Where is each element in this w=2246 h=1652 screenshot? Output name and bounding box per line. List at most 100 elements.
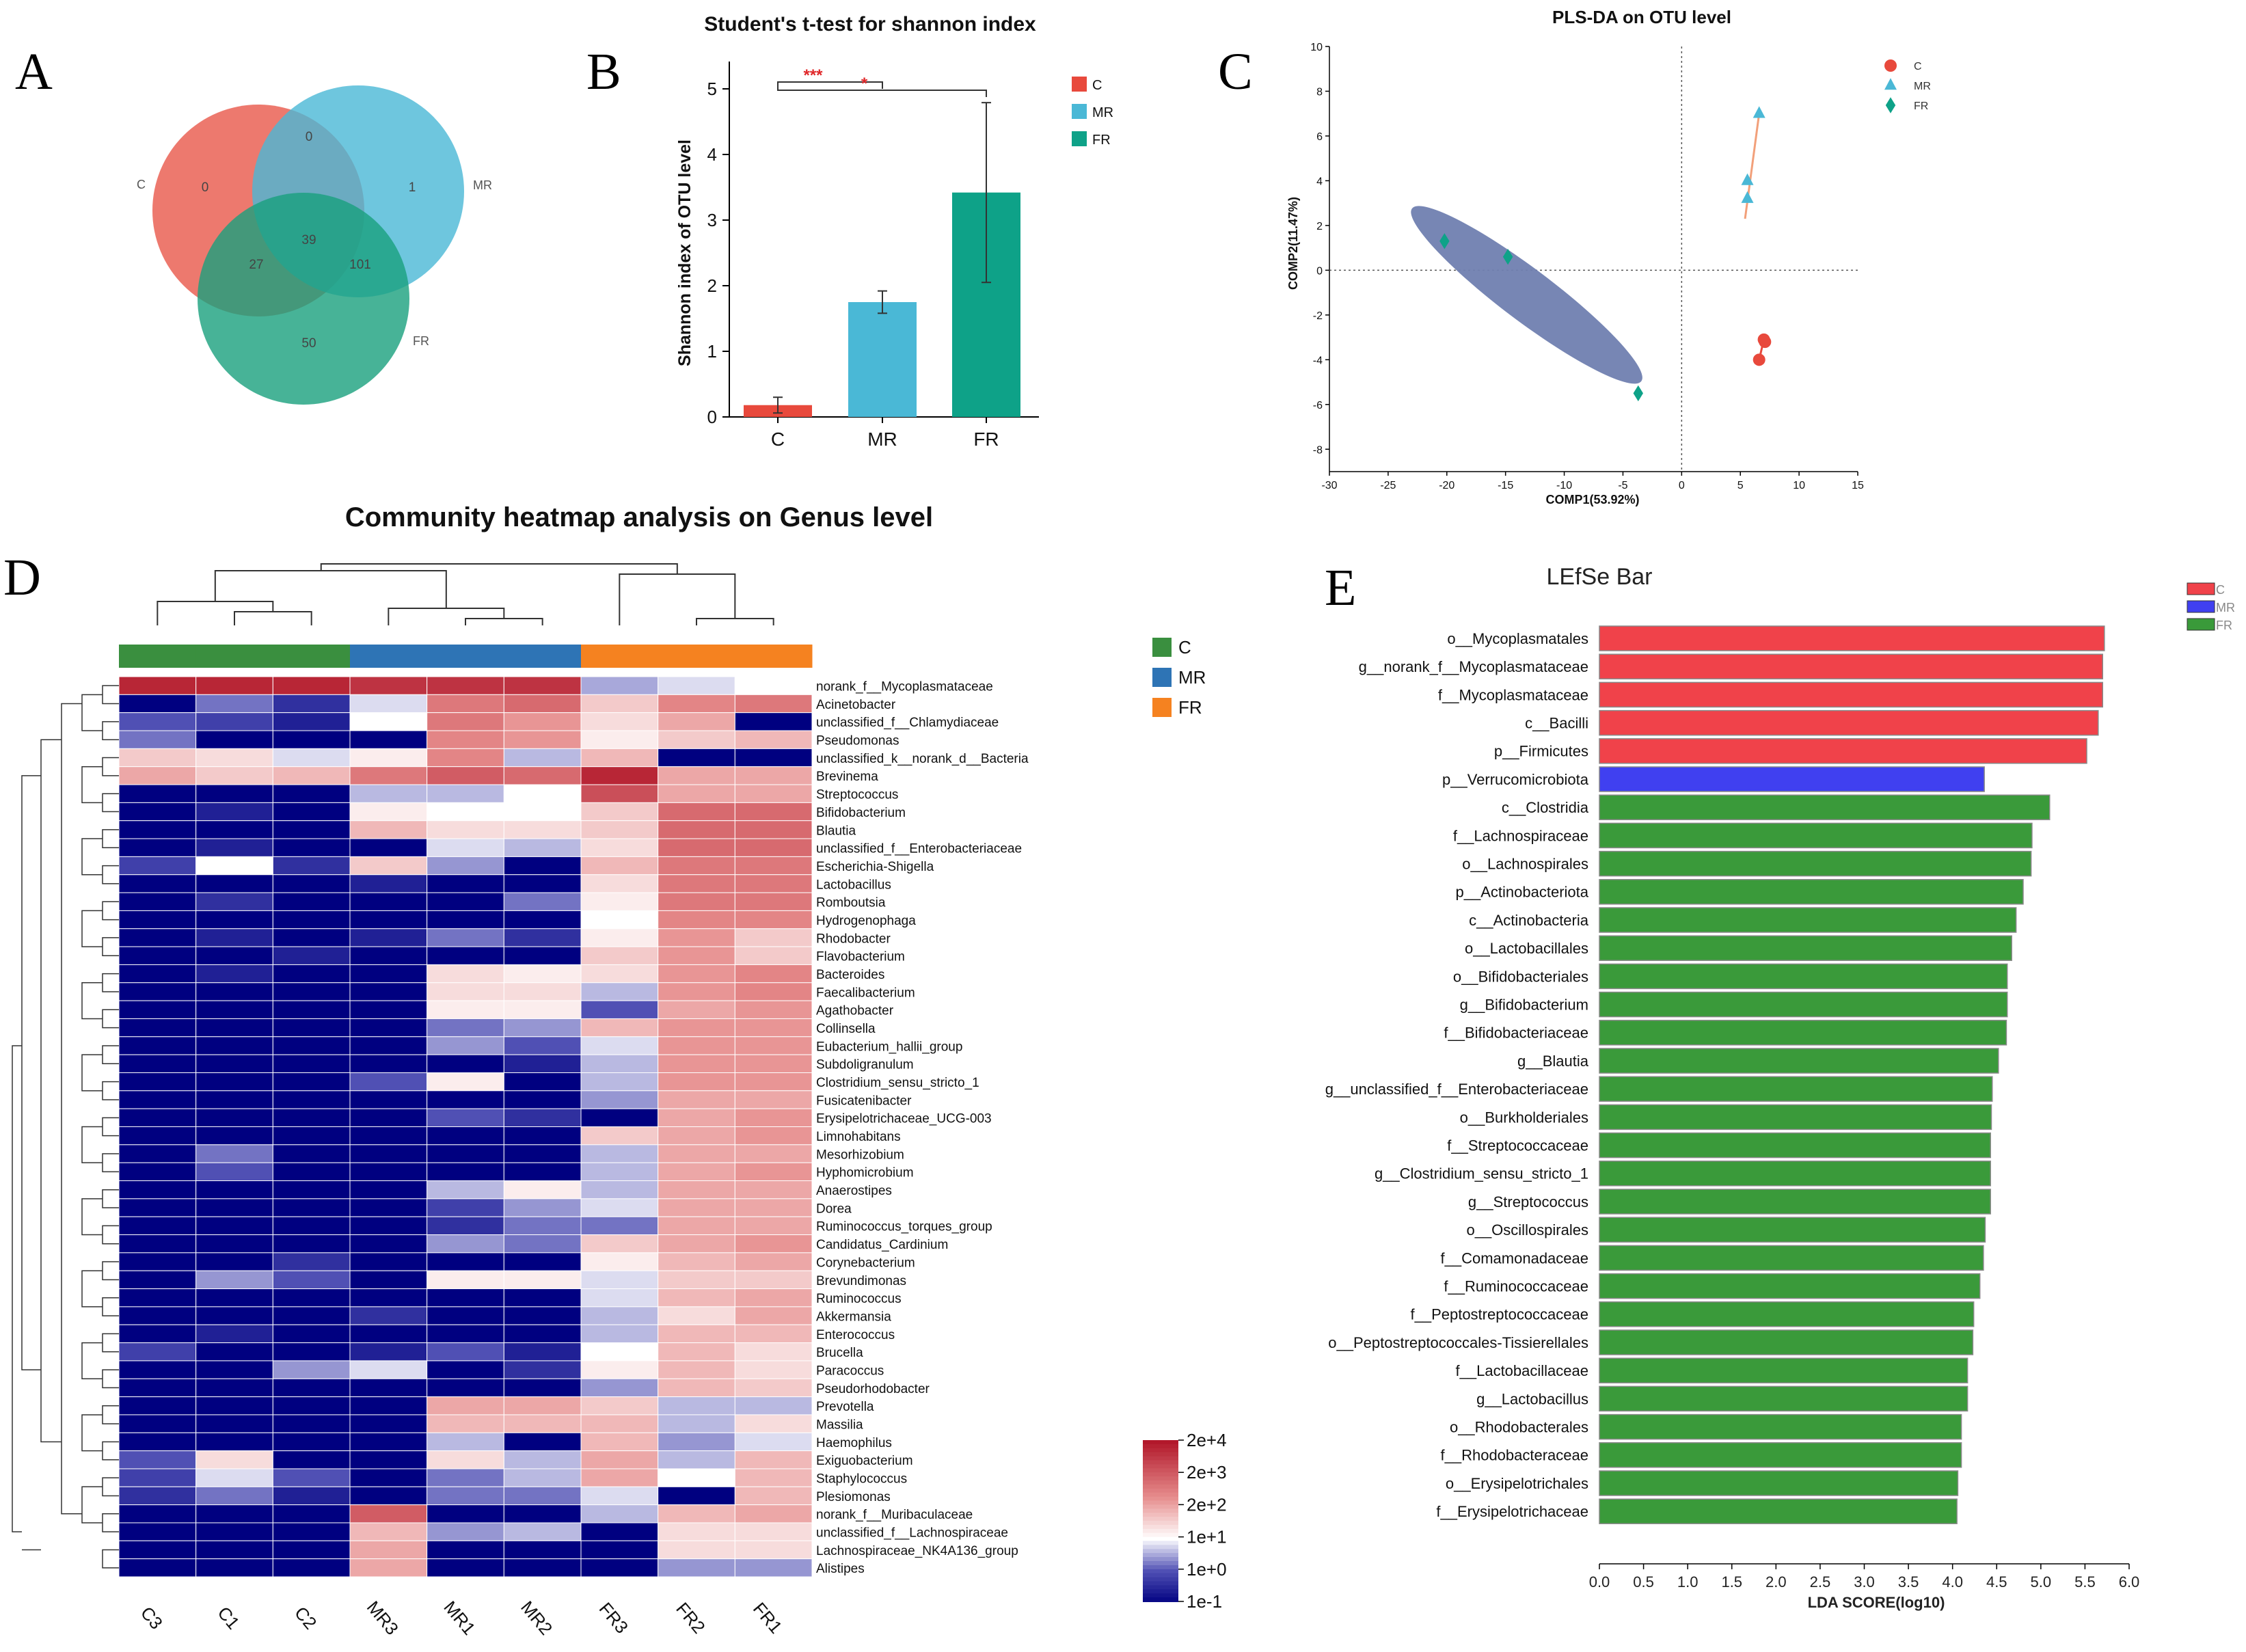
heatmap-row-dendrogram [102,685,119,705]
lefse-bar [1599,1470,1959,1496]
heatmap-cell [349,1054,428,1073]
heatmap-cell [272,1396,351,1416]
heatmap-cell [503,946,582,965]
shannon-y-tick-label: 1 [707,341,717,362]
plsda-x-tick-label: -25 [1380,480,1396,491]
heatmap-cell [349,730,428,749]
heatmap-cell [580,1198,659,1217]
heatmap-colorbar-band [1143,1524,1178,1530]
heatmap-cell [580,982,659,1001]
heatmap-row-dendrogram [102,1009,119,1029]
lefse-legend-label: FR [2216,619,2232,632]
panel-label-c: C [1218,43,1253,100]
heatmap-cell [195,1216,273,1236]
heatmap-cell [195,1180,273,1200]
heatmap-group-bar [735,645,813,668]
heatmap-cell [118,1072,197,1092]
heatmap-cell [118,676,197,695]
heatmap-cell [195,1360,273,1379]
lefse-bar [1599,850,2032,877]
plsda-x-tick-label: 0 [1679,480,1685,491]
heatmap-cell [734,1270,813,1290]
heatmap-cell [427,1126,504,1146]
heatmap-cell [349,1198,428,1217]
heatmap-cell [734,1306,813,1325]
heatmap-cell [272,1108,351,1128]
heatmap-cell [195,1108,273,1128]
heatmap-cell [658,1162,735,1182]
plsda-y-tick-label: -6 [1313,400,1323,411]
lefse-bar-label: c__Bacilli [1525,715,1588,732]
heatmap-cell [349,1126,428,1146]
heatmap-colorbar-band [1143,1561,1178,1566]
heatmap-cell [427,874,504,893]
heatmap-cell [195,1540,273,1560]
heatmap-row-label: Fusicatenibacter [816,1094,912,1108]
heatmap-cell [118,766,197,785]
heatmap-title: Community heatmap analysis on Genus leve… [345,502,933,532]
heatmap-column-dendrogram [696,618,774,625]
heatmap-cell [658,1558,735,1577]
heatmap-cell [503,802,582,822]
heatmap-cell [580,1036,659,1055]
heatmap-row-dendrogram [102,1297,119,1316]
heatmap-cell [349,1432,428,1452]
heatmap-cell [349,1216,428,1236]
heatmap-cell [658,1324,735,1344]
lefse-bar [1599,709,2099,736]
heatmap-colorbar-band [1143,1460,1178,1465]
heatmap-column-label: C2 [290,1603,321,1634]
plsda-x-tick-label: -20 [1439,480,1455,491]
heatmap-cell [427,1072,504,1092]
heatmap-row-dendrogram [102,1045,119,1065]
heatmap-cell [349,1378,428,1398]
heatmap-cell [734,1090,813,1109]
lefse-x-tick-label: 4.5 [1986,1573,2007,1590]
heatmap-cell [734,1162,813,1182]
heatmap-cell [658,1216,735,1236]
heatmap-row-label: Lachnospiraceae_NK4A136_group [816,1544,1018,1558]
heatmap-cell [118,874,197,893]
heatmap-row-dendrogram [102,1549,119,1569]
heatmap-cell [349,1540,428,1560]
heatmap-cell [503,712,582,731]
heatmap-cell [658,1504,735,1524]
heatmap-row-label: Agathobacter [816,1004,894,1018]
heatmap-cell [658,1126,735,1146]
heatmap-cell [195,802,273,822]
heatmap-group-legend-swatch [1152,698,1172,717]
heatmap-cell [580,1306,659,1325]
heatmap-cell [118,1162,197,1182]
heatmap-column-label: MR2 [517,1597,556,1638]
heatmap-cell [195,1288,273,1308]
lefse-bar-label: f__Bifidobacteriaceae [1444,1025,1588,1042]
heatmap-cell [503,1432,582,1452]
lefse-bar-label: f__Peptostreptococcaceae [1410,1306,1588,1323]
heatmap-cell [349,694,428,714]
heatmap-cell [349,1036,428,1055]
plsda-point-c [1753,353,1765,366]
heatmap-row-dendrogram [102,901,119,921]
heatmap-cell [503,1198,582,1217]
heatmap-cell [427,1522,504,1541]
heatmap-cell [272,1504,351,1524]
lefse-bar [1599,1048,1999,1074]
heatmap-cell [658,856,735,876]
heatmap-cell [503,676,582,695]
plsda-point-fr [1633,385,1643,402]
heatmap-cell [580,1288,659,1308]
heatmap-row-label: Brevinema [816,770,878,784]
plsda-scatter: PLS-DA on OTU level COMP1(53.92%) COMP2(… [1286,7,1931,506]
heatmap-cell [580,838,659,857]
heatmap-cell [349,838,428,857]
heatmap-cell [349,802,428,822]
heatmap-cell [580,784,659,803]
shannon-y-tick-label: 3 [707,210,717,230]
heatmap-row-label: Exiguobacterium [816,1454,913,1468]
heatmap-cell [118,1324,197,1344]
shannon-legend-swatch [1072,131,1087,146]
heatmap-cell [734,766,813,785]
heatmap-row-dendrogram [81,910,103,947]
heatmap-cell [658,712,735,731]
lefse-bar-label: g__Clostridium_sensu_stricto_1 [1375,1165,1588,1182]
